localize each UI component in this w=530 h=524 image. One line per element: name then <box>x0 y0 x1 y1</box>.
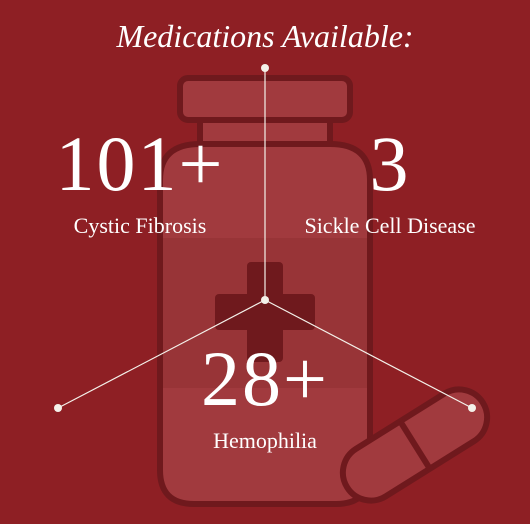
stat-label: Hemophilia <box>135 428 395 454</box>
dot-top <box>261 64 269 72</box>
stat-label: Sickle Cell Disease <box>280 213 500 239</box>
stat-cystic-fibrosis: 101+ Cystic Fibrosis <box>30 125 250 239</box>
hub-dot <box>261 296 269 304</box>
stat-sickle-cell: 3 Sickle Cell Disease <box>280 125 500 239</box>
stat-hemophilia: 28+ Hemophilia <box>135 340 395 454</box>
stat-value: 28+ <box>135 340 395 418</box>
dot-right <box>468 404 476 412</box>
stat-label: Cystic Fibrosis <box>30 213 250 239</box>
infographic-canvas: Medications Available: 101+ Cystic Fibro… <box>0 0 530 524</box>
infographic-title: Medications Available: <box>0 18 530 55</box>
stat-value: 101+ <box>30 125 250 203</box>
stat-value: 3 <box>280 125 500 203</box>
dot-left <box>54 404 62 412</box>
